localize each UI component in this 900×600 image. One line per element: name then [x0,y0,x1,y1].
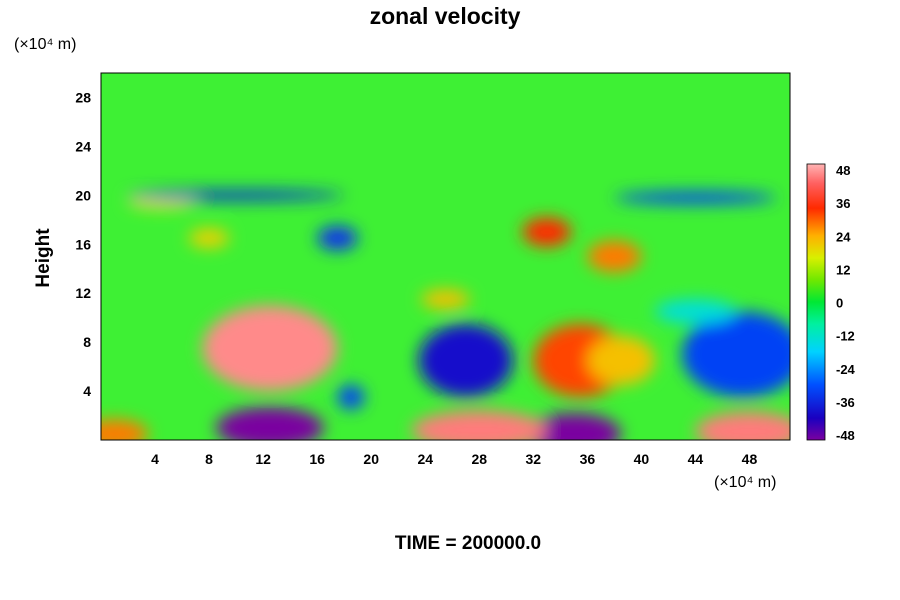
y-tick-label: 20 [75,187,91,203]
x-tick-label: 20 [363,451,379,467]
velocity-feature [418,323,514,398]
velocity-feature [587,240,642,273]
velocity-features [101,190,790,440]
colorbar-tick-label: 0 [836,296,843,311]
colorbar-tick-label: 12 [836,262,850,277]
colorbar: 48 36 24 12 0 -12 -24 -36 -48 [806,163,856,443]
x-tick-label: 48 [742,451,758,467]
x-tick-label: 40 [634,451,650,467]
colorbar-gradient [806,163,826,441]
x-tick-label: 12 [255,451,271,467]
x-tick-label: 8 [205,451,213,467]
colorbar-tick-label: 48 [836,163,850,178]
colorbar-tick-label: -48 [836,428,855,443]
velocity-feature [337,384,365,410]
x-tick-label: 16 [309,451,325,467]
x-axis-ticks: 4 8 12 16 20 24 28 32 36 40 44 48 [151,451,757,467]
velocity-feature [526,413,622,440]
x-unit-label: (×10⁴ m) [714,474,776,491]
velocity-feature [202,305,338,392]
velocity-feature [215,406,324,440]
colorbar-tick-label: -36 [836,395,855,410]
velocity-feature [522,217,572,247]
velocity-feature [188,228,230,248]
x-tick-label: 24 [417,451,433,467]
x-tick-label: 4 [151,451,159,467]
velocity-feature [654,299,736,324]
velocity-feature [681,311,790,398]
x-tick-label: 44 [688,451,704,467]
y-tick-label: 12 [75,285,91,301]
velocity-feature [421,289,470,310]
velocity-feature [614,191,777,204]
chart-title: zonal velocity [370,3,521,29]
colorbar-tick-label: -12 [836,329,855,344]
y-unit-label: (×10⁴ m) [14,36,76,53]
velocity-feature [317,225,358,251]
y-tick-label: 8 [83,334,91,350]
y-axis-ticks: 4 8 12 16 20 24 28 [75,89,91,399]
y-tick-label: 24 [75,138,91,154]
colorbar-tick-label: -24 [836,362,856,377]
velocity-feature [695,411,790,440]
colorbar-tick-label: 24 [836,229,851,244]
velocity-feature [101,419,149,440]
colorbar-ticks: 48 36 24 12 0 -12 -24 -36 -48 [836,163,856,443]
velocity-feature [128,190,345,201]
plot-frame [100,72,791,441]
y-tick-label: 28 [75,89,91,105]
y-tick-label: 4 [83,383,91,399]
heatmap-field [101,73,790,440]
velocity-feature [411,410,547,440]
time-label: TIME = 200000.0 [395,533,541,554]
y-tick-label: 16 [75,236,91,252]
x-tick-label: 28 [471,451,487,467]
colorbar-tick-label: 36 [836,196,850,211]
velocity-feature [587,336,655,385]
x-tick-label: 32 [526,451,542,467]
y-axis-label: Height [33,228,54,288]
x-tick-label: 36 [580,451,596,467]
